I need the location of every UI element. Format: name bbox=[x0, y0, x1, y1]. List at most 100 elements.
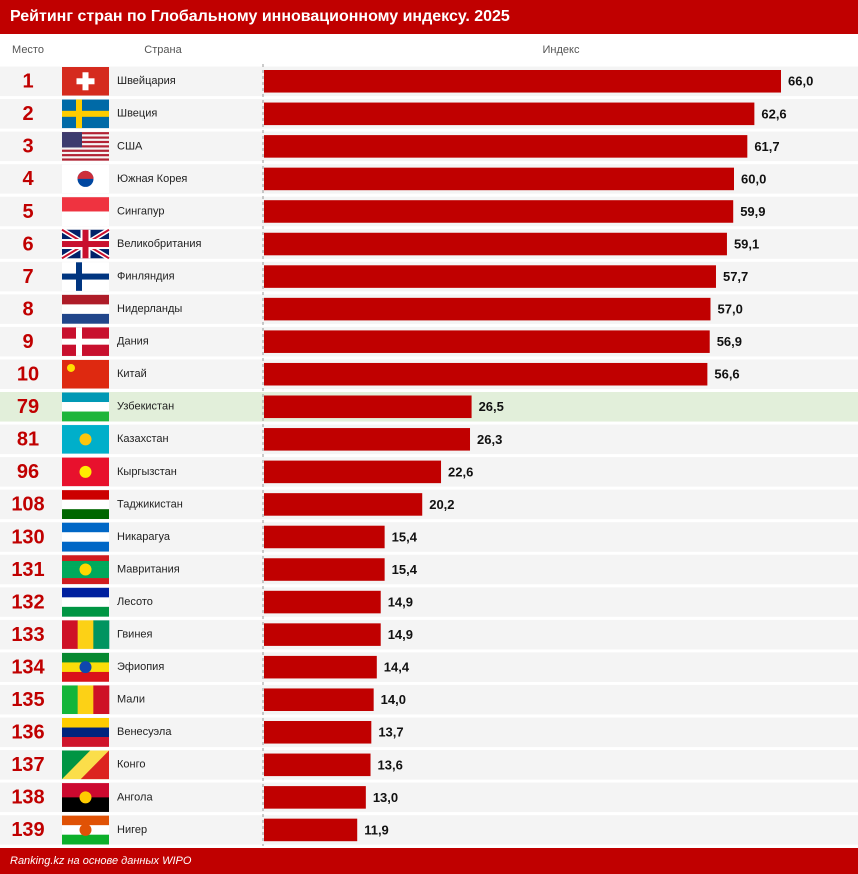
country-name: Конго bbox=[117, 759, 146, 771]
bar bbox=[264, 721, 372, 744]
flag-part bbox=[62, 606, 109, 617]
flag-part bbox=[62, 597, 109, 608]
flag-part bbox=[62, 110, 109, 117]
country-name: Казахстан bbox=[117, 433, 169, 445]
value-label: 59,9 bbox=[740, 204, 765, 219]
row: 136 Венесуэла 13,7 bbox=[0, 717, 858, 748]
rank: 4 bbox=[22, 168, 34, 190]
bar bbox=[264, 655, 377, 679]
value-label: 26,3 bbox=[477, 432, 502, 447]
rank: 131 bbox=[11, 559, 44, 581]
flag-part bbox=[77, 685, 94, 714]
flag-part bbox=[62, 834, 109, 845]
rank: 10 bbox=[17, 364, 39, 386]
row: 138 Ангола 13,0 bbox=[0, 782, 858, 813]
flag-part bbox=[62, 136, 109, 139]
flag-part bbox=[62, 750, 91, 780]
value-label: 22,6 bbox=[448, 464, 473, 479]
row: 79 Узбекистан 26,5 bbox=[0, 392, 858, 422]
flag-part bbox=[62, 815, 109, 826]
value-label: 14,4 bbox=[384, 660, 410, 675]
flag-part bbox=[79, 823, 92, 836]
country-name: Кыргызстан bbox=[117, 466, 177, 478]
row-background bbox=[0, 587, 858, 617]
row-background bbox=[0, 684, 858, 715]
country-name: Нигер bbox=[117, 824, 147, 836]
flag-part bbox=[62, 490, 109, 500]
value-label: 13,0 bbox=[373, 790, 398, 805]
row-background bbox=[0, 619, 858, 650]
value-label: 60,0 bbox=[741, 171, 766, 186]
row-background bbox=[0, 489, 858, 520]
flag-part bbox=[62, 154, 109, 157]
value-label: 56,6 bbox=[714, 367, 739, 382]
country-name: Дания bbox=[117, 336, 149, 348]
value-label: 57,0 bbox=[718, 302, 743, 317]
flag-part bbox=[62, 211, 109, 227]
country-name: Мавритания bbox=[117, 563, 180, 575]
bar bbox=[264, 330, 710, 353]
country-name: Великобритания bbox=[117, 238, 202, 250]
country-name: Никарагуа bbox=[117, 531, 171, 543]
flag-part bbox=[62, 392, 109, 403]
flag-part bbox=[62, 587, 109, 598]
row-background bbox=[0, 554, 858, 585]
row: 6 Великобритания 59,1 bbox=[0, 227, 858, 261]
flag-part bbox=[62, 132, 82, 148]
flag-part bbox=[62, 294, 109, 305]
flag-part bbox=[79, 563, 92, 576]
rank-header: Место bbox=[12, 44, 44, 56]
row: 137 Конго 13,6 bbox=[0, 750, 858, 780]
flag-part bbox=[80, 750, 109, 780]
flag-part bbox=[67, 363, 75, 372]
flag-part bbox=[62, 509, 109, 519]
flag-part bbox=[62, 132, 109, 135]
value-label: 57,7 bbox=[723, 269, 748, 284]
rank: 79 bbox=[17, 396, 39, 418]
row-background bbox=[0, 815, 858, 845]
flag-part bbox=[62, 620, 78, 649]
flag-part bbox=[77, 620, 94, 649]
bar bbox=[264, 232, 727, 256]
row-background bbox=[0, 522, 858, 552]
row: 139 Нигер 11,9 bbox=[0, 815, 858, 845]
rank: 2 bbox=[22, 103, 33, 125]
value-label: 14,0 bbox=[381, 692, 406, 707]
flag-part bbox=[76, 327, 82, 356]
bar bbox=[264, 102, 755, 126]
flag-part bbox=[62, 197, 109, 212]
rank: 108 bbox=[11, 494, 44, 516]
country-name: Финляндия bbox=[117, 270, 175, 282]
flag-part bbox=[76, 99, 82, 129]
row: 108 Таджикистан 20,2 bbox=[0, 489, 858, 520]
country-name: США bbox=[117, 140, 143, 152]
country-name: Эфиопия bbox=[117, 661, 164, 673]
row: 135 Мали 14,0 bbox=[0, 684, 858, 715]
bar bbox=[264, 623, 381, 646]
rank: 136 bbox=[11, 722, 44, 744]
rank: 138 bbox=[11, 787, 44, 809]
flag-part bbox=[62, 685, 78, 714]
bar bbox=[264, 590, 381, 614]
title-bar bbox=[0, 0, 858, 34]
rank: 5 bbox=[22, 201, 33, 223]
bar bbox=[264, 167, 734, 191]
country-name: Китай bbox=[117, 368, 147, 380]
rank: 8 bbox=[22, 298, 33, 320]
rank: 81 bbox=[17, 429, 39, 451]
rank: 137 bbox=[11, 754, 44, 776]
country-name: Узбекистан bbox=[117, 401, 174, 413]
flag-part bbox=[62, 338, 109, 345]
flag-part bbox=[79, 661, 92, 674]
bar bbox=[264, 688, 374, 711]
bar bbox=[264, 786, 366, 809]
flag-part bbox=[62, 718, 109, 728]
flag-part bbox=[76, 78, 95, 85]
row-background bbox=[0, 717, 858, 748]
flag-part bbox=[62, 671, 109, 682]
country-name: Венесуэла bbox=[117, 726, 172, 738]
rank: 130 bbox=[11, 526, 44, 548]
row: 10 Китай 56,6 bbox=[0, 359, 858, 389]
value-label: 56,9 bbox=[717, 334, 742, 349]
